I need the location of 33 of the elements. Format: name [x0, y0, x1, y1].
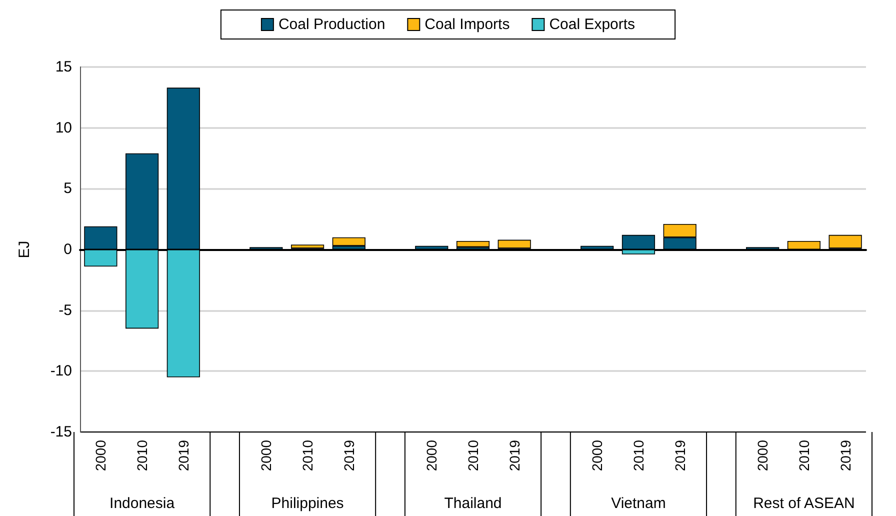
- text: Vietnam: [611, 495, 666, 512]
- x-tick-label: 2010: [134, 440, 150, 472]
- legend-label: Coal Exports: [549, 16, 636, 33]
- x-tick-label: 2010: [630, 440, 646, 472]
- x-tick-label: 2010: [465, 440, 481, 472]
- y-tick-label: -5: [58, 302, 72, 319]
- legend-label: Coal Imports: [424, 16, 510, 33]
- x-tick-label: 2000: [92, 440, 109, 472]
- y-tick-label: 5: [64, 180, 72, 198]
- text: Indonesia: [110, 495, 176, 512]
- y-tick-label: -10: [50, 362, 72, 380]
- legend-label: Coal Production: [278, 16, 386, 33]
- y-tick-label: 0: [64, 241, 72, 258]
- text: Thailand: [444, 495, 502, 512]
- y-tick-label: -15: [50, 424, 72, 440]
- text: Philippines: [271, 495, 344, 512]
- text: Rest of ASEAN: [753, 495, 855, 512]
- bar: [456, 240, 490, 248]
- x-tick-label: 2019: [672, 440, 688, 472]
- x-tick-label: 2019: [837, 440, 854, 472]
- x-tick-label: 2010: [796, 440, 812, 472]
- x-tick-label: 2019: [175, 440, 192, 472]
- x-tick-label: 2019: [506, 440, 522, 472]
- y-tick-label: 10: [55, 119, 72, 136]
- x-tick-label: 2000: [258, 440, 274, 472]
- x-tick-label: 2000: [589, 440, 606, 472]
- x-tick-label: 2010: [300, 440, 316, 472]
- x-tick-label: 2000: [424, 440, 440, 472]
- y-axis-title: EJ: [16, 240, 33, 258]
- bar: [332, 237, 366, 246]
- y-tick-label: 15: [55, 58, 72, 76]
- x-tick-label: 2019: [340, 440, 357, 472]
- x-tick-label: 2000: [754, 440, 771, 472]
